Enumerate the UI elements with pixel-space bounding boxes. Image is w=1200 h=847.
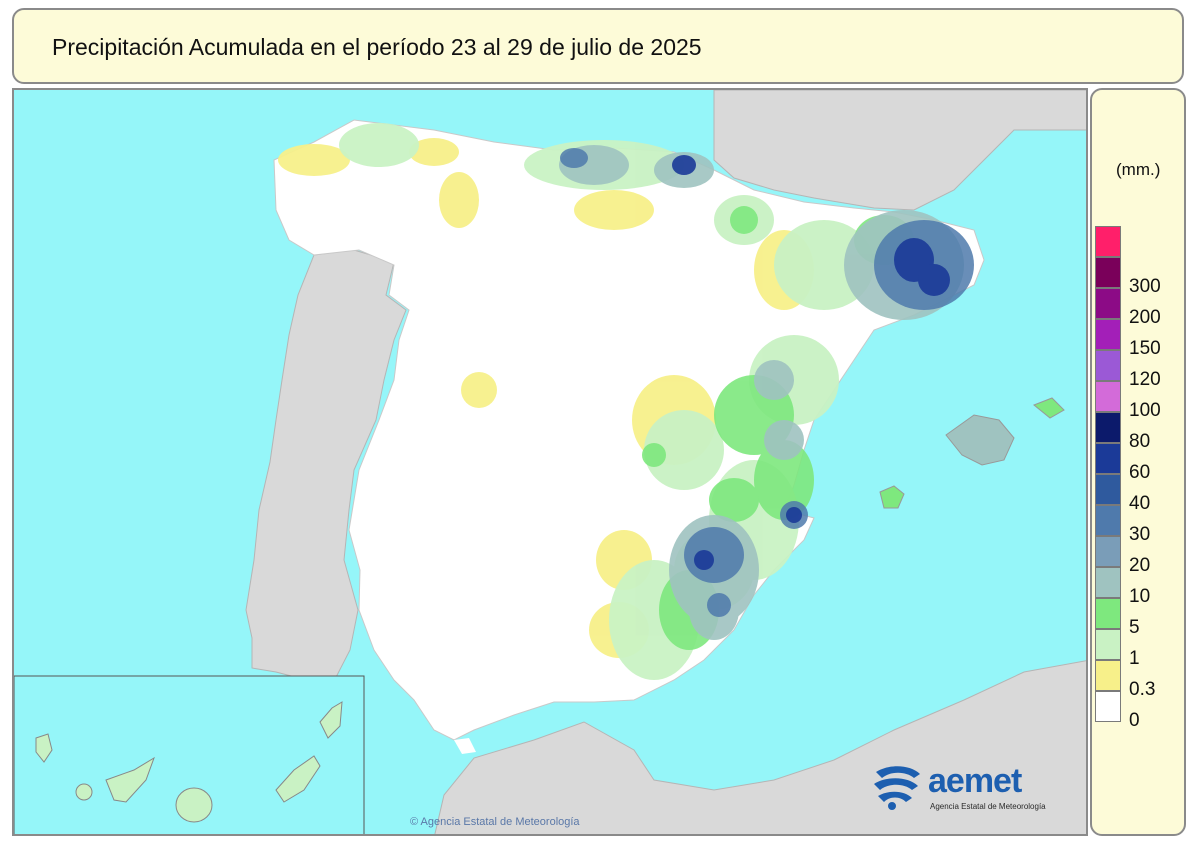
legend-label: 20 (1129, 555, 1151, 576)
legend-label: 40 (1129, 493, 1151, 514)
aemet-emblem-icon (874, 766, 920, 810)
legend-swatch (1095, 381, 1121, 412)
map-title: Precipitación Acumulada en el período 23… (52, 34, 702, 60)
legend-swatch (1095, 629, 1121, 660)
legend-label: 150 (1129, 338, 1161, 359)
legend-swatch (1095, 443, 1121, 474)
legend-label: 60 (1129, 462, 1151, 483)
legend-swatch (1095, 567, 1121, 598)
aemet-wordmark: aemet (928, 762, 1022, 800)
legend-label: 5 (1129, 617, 1140, 638)
legend-swatch (1095, 350, 1121, 381)
legend-swatch (1095, 226, 1121, 257)
legend-unit: (mm.) (1116, 160, 1161, 179)
legend-label: 0.3 (1129, 679, 1156, 700)
africa-land (434, 660, 1086, 834)
aemet-logo: aemet Agencia Estatal de Meteorología (870, 762, 1070, 816)
precipitation-map (12, 88, 1088, 836)
title-panel: Precipitación Acumulada en el período 23… (12, 8, 1184, 84)
legend-label: 10 (1129, 586, 1151, 607)
legend-swatch (1095, 257, 1121, 288)
copyright-text: © Agencia Estatal de Meteorología (410, 816, 580, 828)
canary-islands (35, 701, 343, 823)
balearic-islands (879, 397, 1065, 509)
precip-60-80mm (672, 155, 950, 570)
legend-label: 0 (1129, 710, 1140, 731)
legend-swatch (1095, 474, 1121, 505)
legend-swatch (1095, 536, 1121, 567)
france-land (713, 90, 1086, 211)
legend-label: 120 (1129, 369, 1161, 390)
aemet-subtitle: Agencia Estatal de Meteorología (930, 802, 1046, 811)
legend-swatch (1095, 288, 1121, 319)
map-svg (14, 90, 1086, 834)
legend-swatch (1095, 319, 1121, 350)
legend-swatch (1095, 505, 1121, 536)
legend-label: 300 (1129, 276, 1161, 297)
legend-label: 100 (1129, 400, 1161, 421)
legend-label: 1 (1129, 648, 1140, 669)
legend-swatch (1095, 598, 1121, 629)
legend-swatch (1095, 412, 1121, 443)
legend-swatch (1095, 691, 1121, 722)
legend-swatch (1095, 660, 1121, 691)
legend-label: 30 (1129, 524, 1151, 545)
legend-label: 200 (1129, 307, 1161, 328)
gibraltar-area (454, 738, 476, 754)
legend-label: 80 (1129, 431, 1151, 452)
